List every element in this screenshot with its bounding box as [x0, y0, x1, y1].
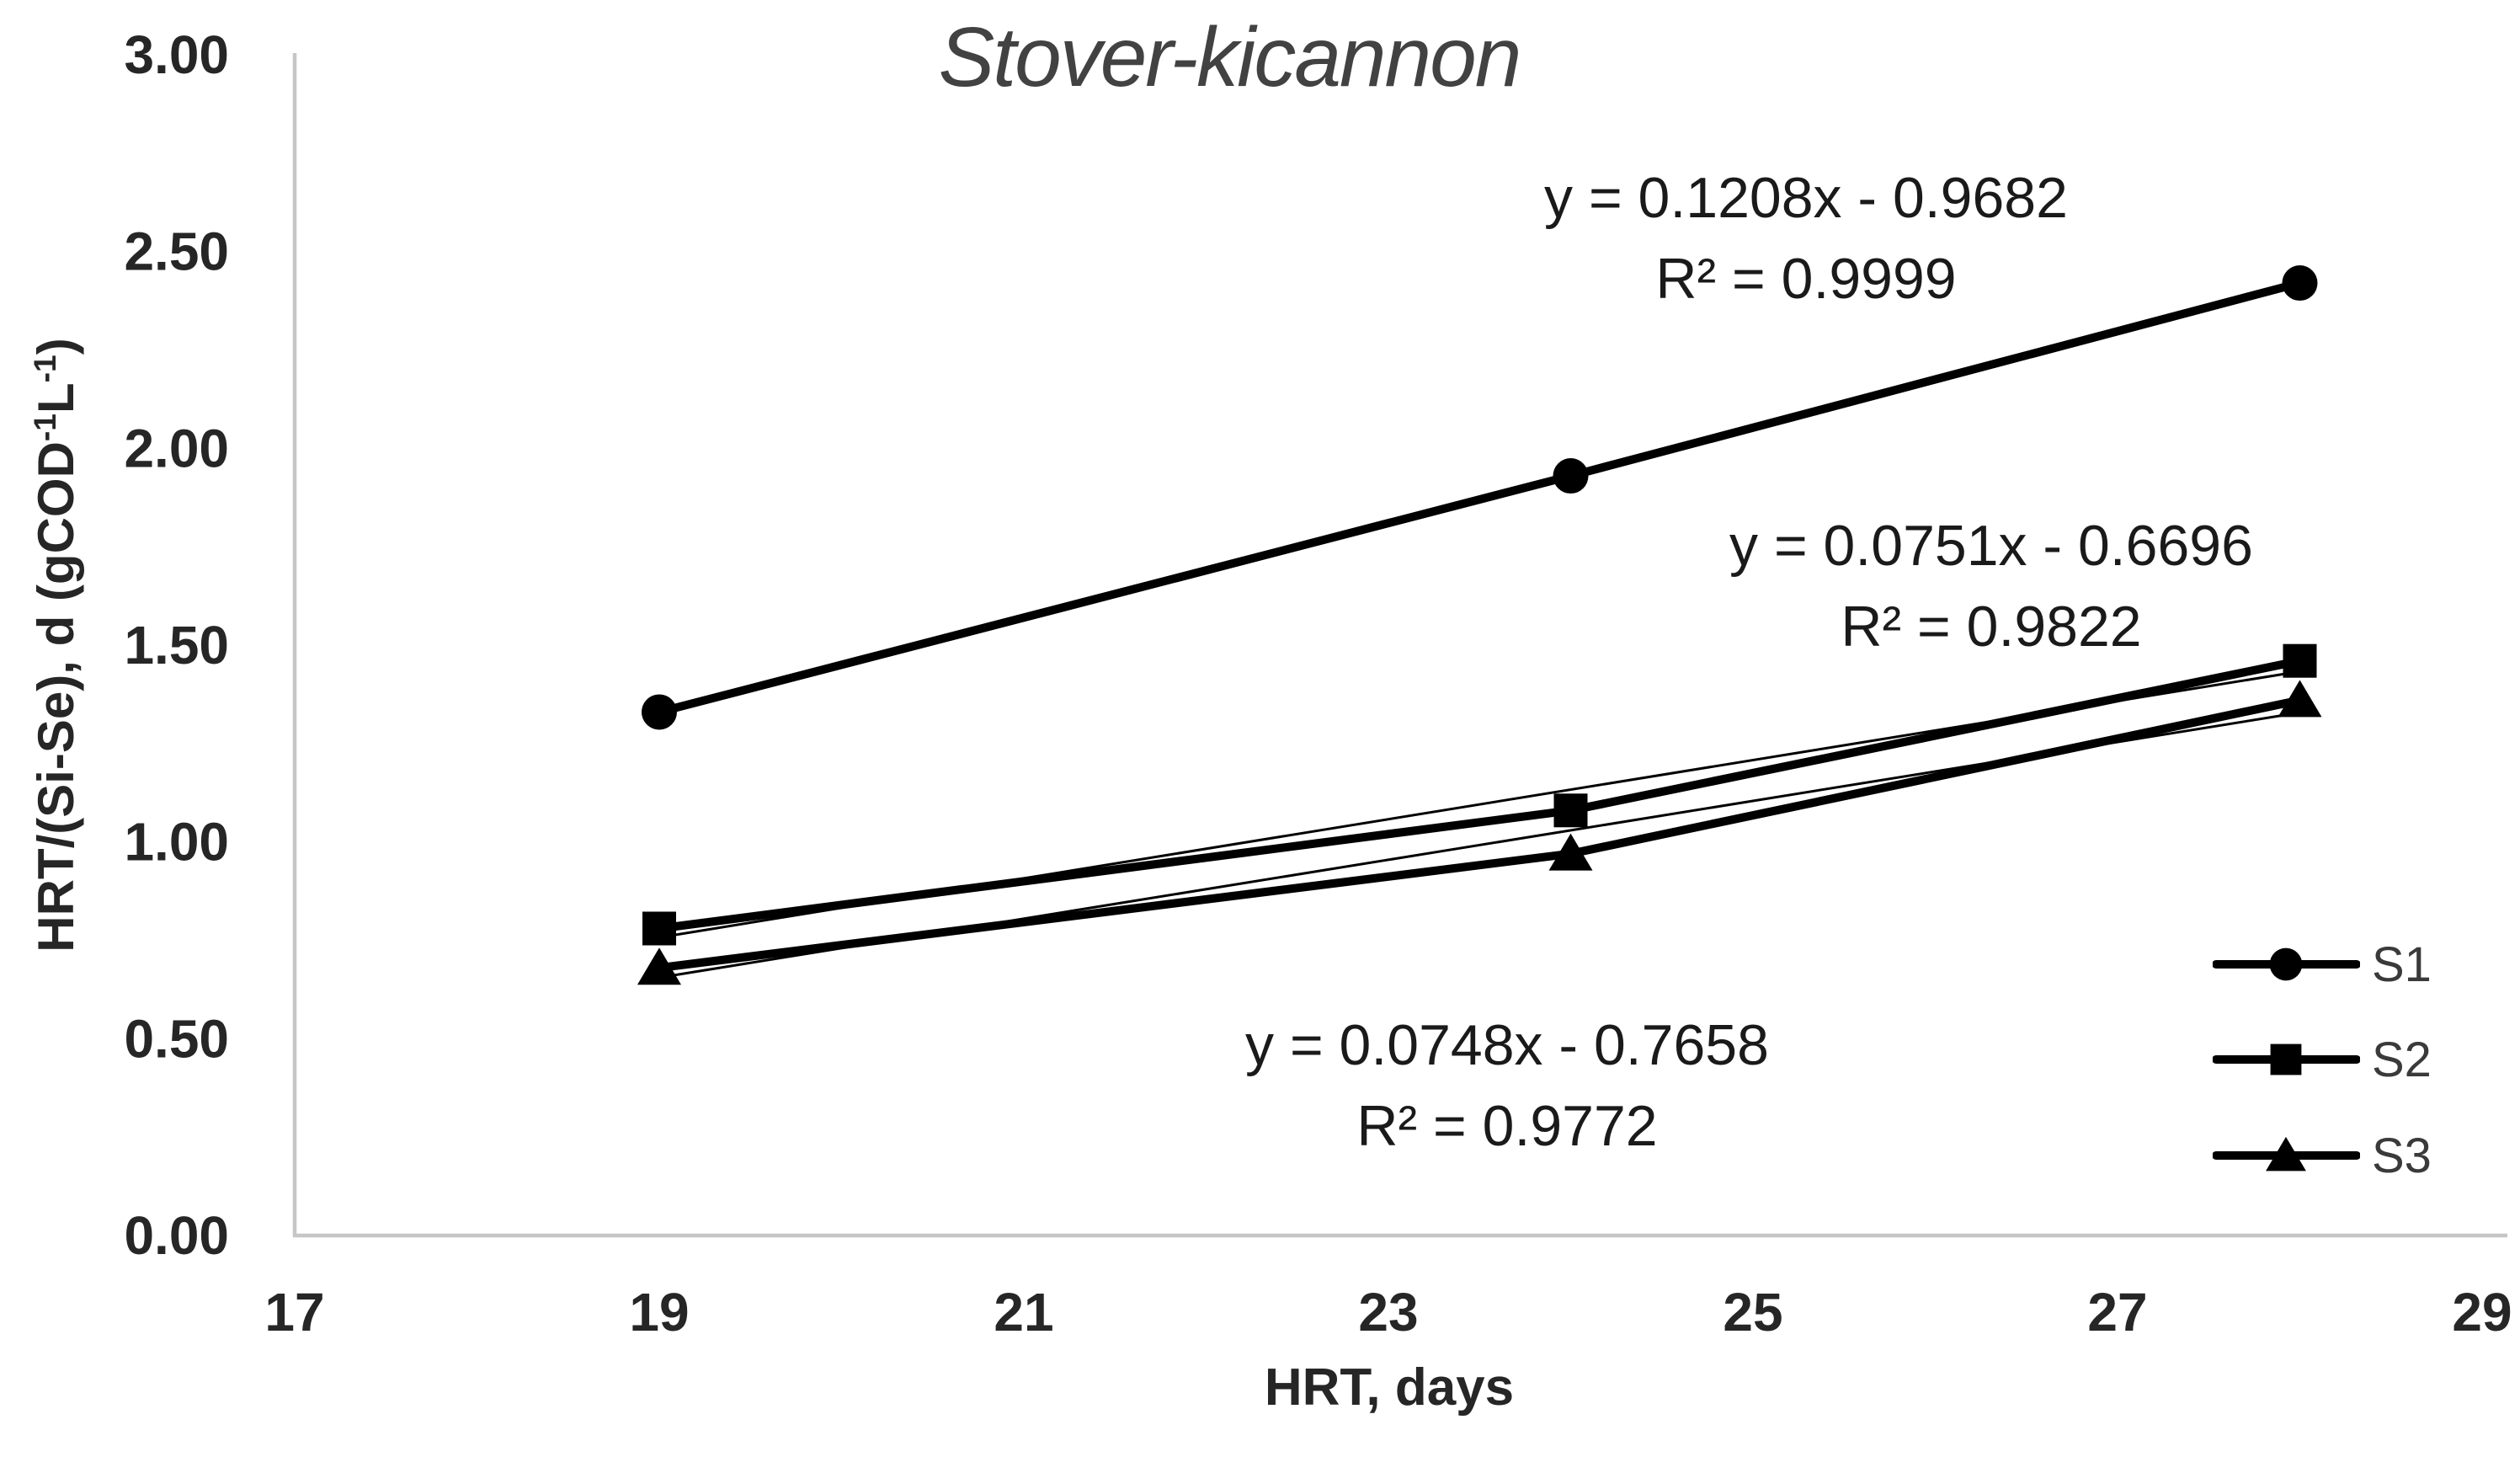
- y-tick-label: 0.00: [124, 1205, 229, 1266]
- x-axis-title: HRT, days: [1264, 1358, 1515, 1417]
- legend-item-s2: S2: [2213, 1032, 2432, 1087]
- y-tick-label: 2.00: [124, 418, 229, 478]
- equation-s3-r2: R² = 0.9772: [1356, 1094, 1658, 1158]
- x-tick-label: 21: [994, 1282, 1053, 1342]
- data-point-square: [2270, 1043, 2302, 1075]
- data-point-triangle: [2278, 680, 2322, 718]
- data-point-circle: [2269, 947, 2303, 981]
- x-tick-label: 19: [629, 1282, 689, 1342]
- chart-title: Stover-kicannon: [938, 10, 1522, 104]
- y-axis-title-text: HRT/(Si-Se), d (gCOD: [28, 441, 84, 953]
- equation-s1-r2: R² = 0.9999: [1655, 247, 1957, 311]
- y-axis-title-sup2: -1: [27, 355, 62, 383]
- equation-s2-formula: y = 0.0751x - 0.6696: [1729, 514, 2253, 578]
- data-point-triangle: [2266, 1136, 2306, 1171]
- x-tick-label: 23: [1358, 1282, 1418, 1342]
- legend-marker-circle-icon: [2213, 947, 2360, 981]
- data-point-triangle: [1548, 833, 1593, 871]
- equation-s3-formula: y = 0.0748x - 0.7658: [1245, 1013, 1769, 1077]
- y-tick-label: 0.50: [124, 1008, 229, 1069]
- legend-label: S3: [2372, 1128, 2432, 1183]
- data-point-circle: [1553, 458, 1589, 494]
- legend-item-s1: S1: [2213, 937, 2432, 992]
- equation-s2: y = 0.0751x - 0.6696 R² = 0.9822: [1663, 505, 2320, 667]
- y-tick-label: 1.50: [124, 615, 229, 675]
- data-point-square: [1553, 793, 1588, 828]
- y-tick-label: 2.50: [124, 221, 229, 282]
- y-tick-label: 1.00: [124, 812, 229, 873]
- legend-marker-square-icon: [2213, 1043, 2360, 1075]
- x-tick-label: 25: [1723, 1282, 1782, 1342]
- x-tick-label: 29: [2452, 1282, 2512, 1342]
- legend-marker-triangle-icon: [2213, 1136, 2360, 1171]
- data-line-s2: [655, 656, 2304, 933]
- legend-item-s3: S3: [2213, 1128, 2432, 1183]
- x-tick-label: 17: [264, 1282, 324, 1342]
- equation-s3: y = 0.0748x - 0.7658 R² = 0.9772: [1179, 1005, 1835, 1166]
- y-axis-title-sup1: -1: [27, 414, 62, 442]
- y-axis-title-text2: L: [28, 382, 84, 414]
- data-point-circle: [642, 694, 677, 730]
- equation-s2-r2: R² = 0.9822: [1841, 595, 2142, 659]
- y-axis-title-text3: ): [28, 338, 84, 355]
- series-s1: [642, 265, 2318, 730]
- y-tick-label: 3.00: [124, 24, 229, 85]
- legend-label: S2: [2372, 1032, 2432, 1087]
- data-line-s3: [655, 696, 2304, 973]
- data-point-square: [642, 911, 676, 946]
- data-point-square: [2283, 643, 2317, 678]
- equation-s1: y = 0.1208x - 0.9682 R² = 0.9999: [1478, 157, 2134, 319]
- data-point-circle: [2282, 265, 2318, 302]
- y-axis-title: HRT/(Si-Se), d (gCOD-1L-1): [27, 266, 84, 1024]
- equation-s1-formula: y = 0.1208x - 0.9682: [1544, 166, 2068, 230]
- x-tick-label: 27: [2087, 1282, 2147, 1342]
- legend-label: S1: [2372, 937, 2432, 992]
- series-s2: [642, 643, 2317, 946]
- data-point-triangle: [637, 947, 681, 985]
- series-s3: [637, 680, 2322, 985]
